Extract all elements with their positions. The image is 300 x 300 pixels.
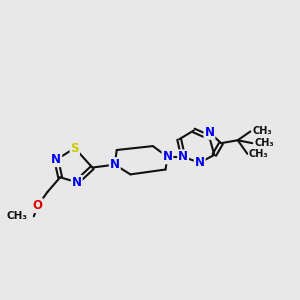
Text: N: N: [195, 156, 205, 169]
Text: S: S: [70, 142, 79, 154]
Text: N: N: [163, 150, 172, 163]
Text: CH₃: CH₃: [254, 138, 274, 148]
Text: CH₃: CH₃: [252, 127, 272, 136]
Text: N: N: [204, 126, 214, 139]
Text: N: N: [178, 150, 188, 163]
Text: CH₃: CH₃: [7, 211, 28, 221]
Text: N: N: [51, 153, 61, 166]
Text: CH₃: CH₃: [248, 149, 268, 159]
Text: O: O: [33, 199, 43, 212]
Text: N: N: [110, 158, 120, 171]
Text: N: N: [72, 176, 82, 189]
